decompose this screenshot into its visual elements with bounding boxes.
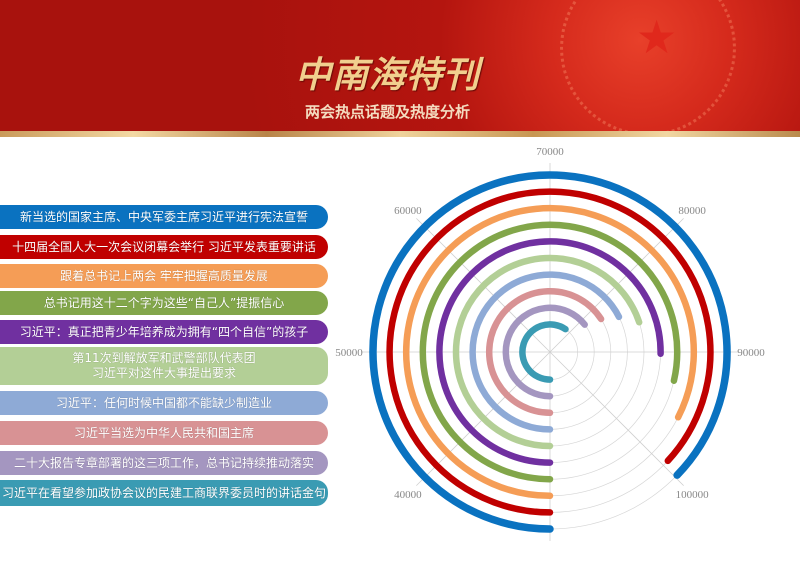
axis-tick-label: 100000 [676, 489, 710, 501]
legend-label: 习近平当选为中华人民共和国主席 [73, 425, 254, 440]
axis-tick-label: 70000 [536, 146, 564, 158]
legend-item: 习近平在看望参加政协会议的民建工商联界委员时的讲话金句 [0, 480, 328, 506]
legend-label: 新当选的国家主席、中央军委主席习近平进行宪法宣誓 [19, 209, 308, 224]
radial-bar [436, 238, 664, 466]
gold-divider [0, 131, 800, 137]
legend-label: 二十大报告专章部署的这三项工作，总书记持续推动落实 [13, 455, 314, 470]
radial-bar [419, 221, 681, 483]
legend-label: 习近平：任何时候中国都不能缺少制造业 [55, 395, 272, 410]
legend-item: 新当选的国家主席、中央军委主席习近平进行宪法宣誓 [0, 205, 328, 229]
radial-bar [485, 288, 605, 417]
legend-item: 第11次到解放军和武警部队代表团 习近平对这件大事提出要求 [0, 347, 328, 385]
axis-tick-label: 90000 [737, 347, 765, 359]
axis-tick-label: 50000 [335, 347, 363, 359]
legend-label: 跟着总书记上两会 牢牢把握高质量发展 [60, 268, 268, 283]
legend-item: 总书记用这十二个字为这些“自己人”提振信心 [0, 291, 328, 315]
radial-bar [369, 171, 731, 533]
legend-label: 总书记用这十二个字为这些“自己人”提振信心 [43, 295, 285, 310]
radial-bar [386, 188, 714, 516]
page-title: 中南海特刊 [294, 55, 480, 96]
legend-label: 第11次到解放军和武警部队代表团 习近平对这件大事提出要求 [72, 351, 256, 380]
grid-spoke [549, 351, 684, 486]
legend-item: 十四届全国人大一次会议闭幕会举行 习近平发表重要讲话 [0, 235, 328, 259]
radial-bar [502, 304, 588, 400]
legend-item: 跟着总书记上两会 牢牢把握高质量发展 [0, 264, 328, 288]
axis-tick-label: 80000 [678, 205, 706, 217]
legend-item: 习近平：真正把青少年培养成为拥有“四个自信”的孩子 [0, 320, 328, 344]
legend-item: 二十大报告专章部署的这三项工作，总书记持续推动落实 [0, 451, 328, 475]
radial-bar [469, 271, 623, 433]
legend-item: 习近平：任何时候中国都不能缺少制造业 [0, 391, 328, 415]
axis-tick-label: 40000 [394, 489, 422, 501]
page-subtitle: 两会热点话题及热度分析 [304, 103, 470, 121]
header-banner: ★ 中南海特刊 两会热点话题及热度分析 [0, 0, 800, 136]
axis-tick-label: 60000 [394, 205, 422, 217]
star-icon: ★ [636, 10, 678, 64]
legend-label: 习近平：真正把青少年培养成为拥有“四个自信”的孩子 [19, 324, 309, 339]
radial-bar [519, 321, 569, 383]
radial-bar [402, 205, 698, 500]
legend-item: 习近平当选为中华人民共和国主席 [0, 421, 328, 445]
legend-label: 习近平在看望参加政协会议的民建工商联界委员时的讲话金句 [1, 485, 326, 500]
radial-bar [452, 254, 643, 450]
legend-label: 十四届全国人大一次会议闭幕会举行 习近平发表重要讲话 [12, 239, 316, 254]
